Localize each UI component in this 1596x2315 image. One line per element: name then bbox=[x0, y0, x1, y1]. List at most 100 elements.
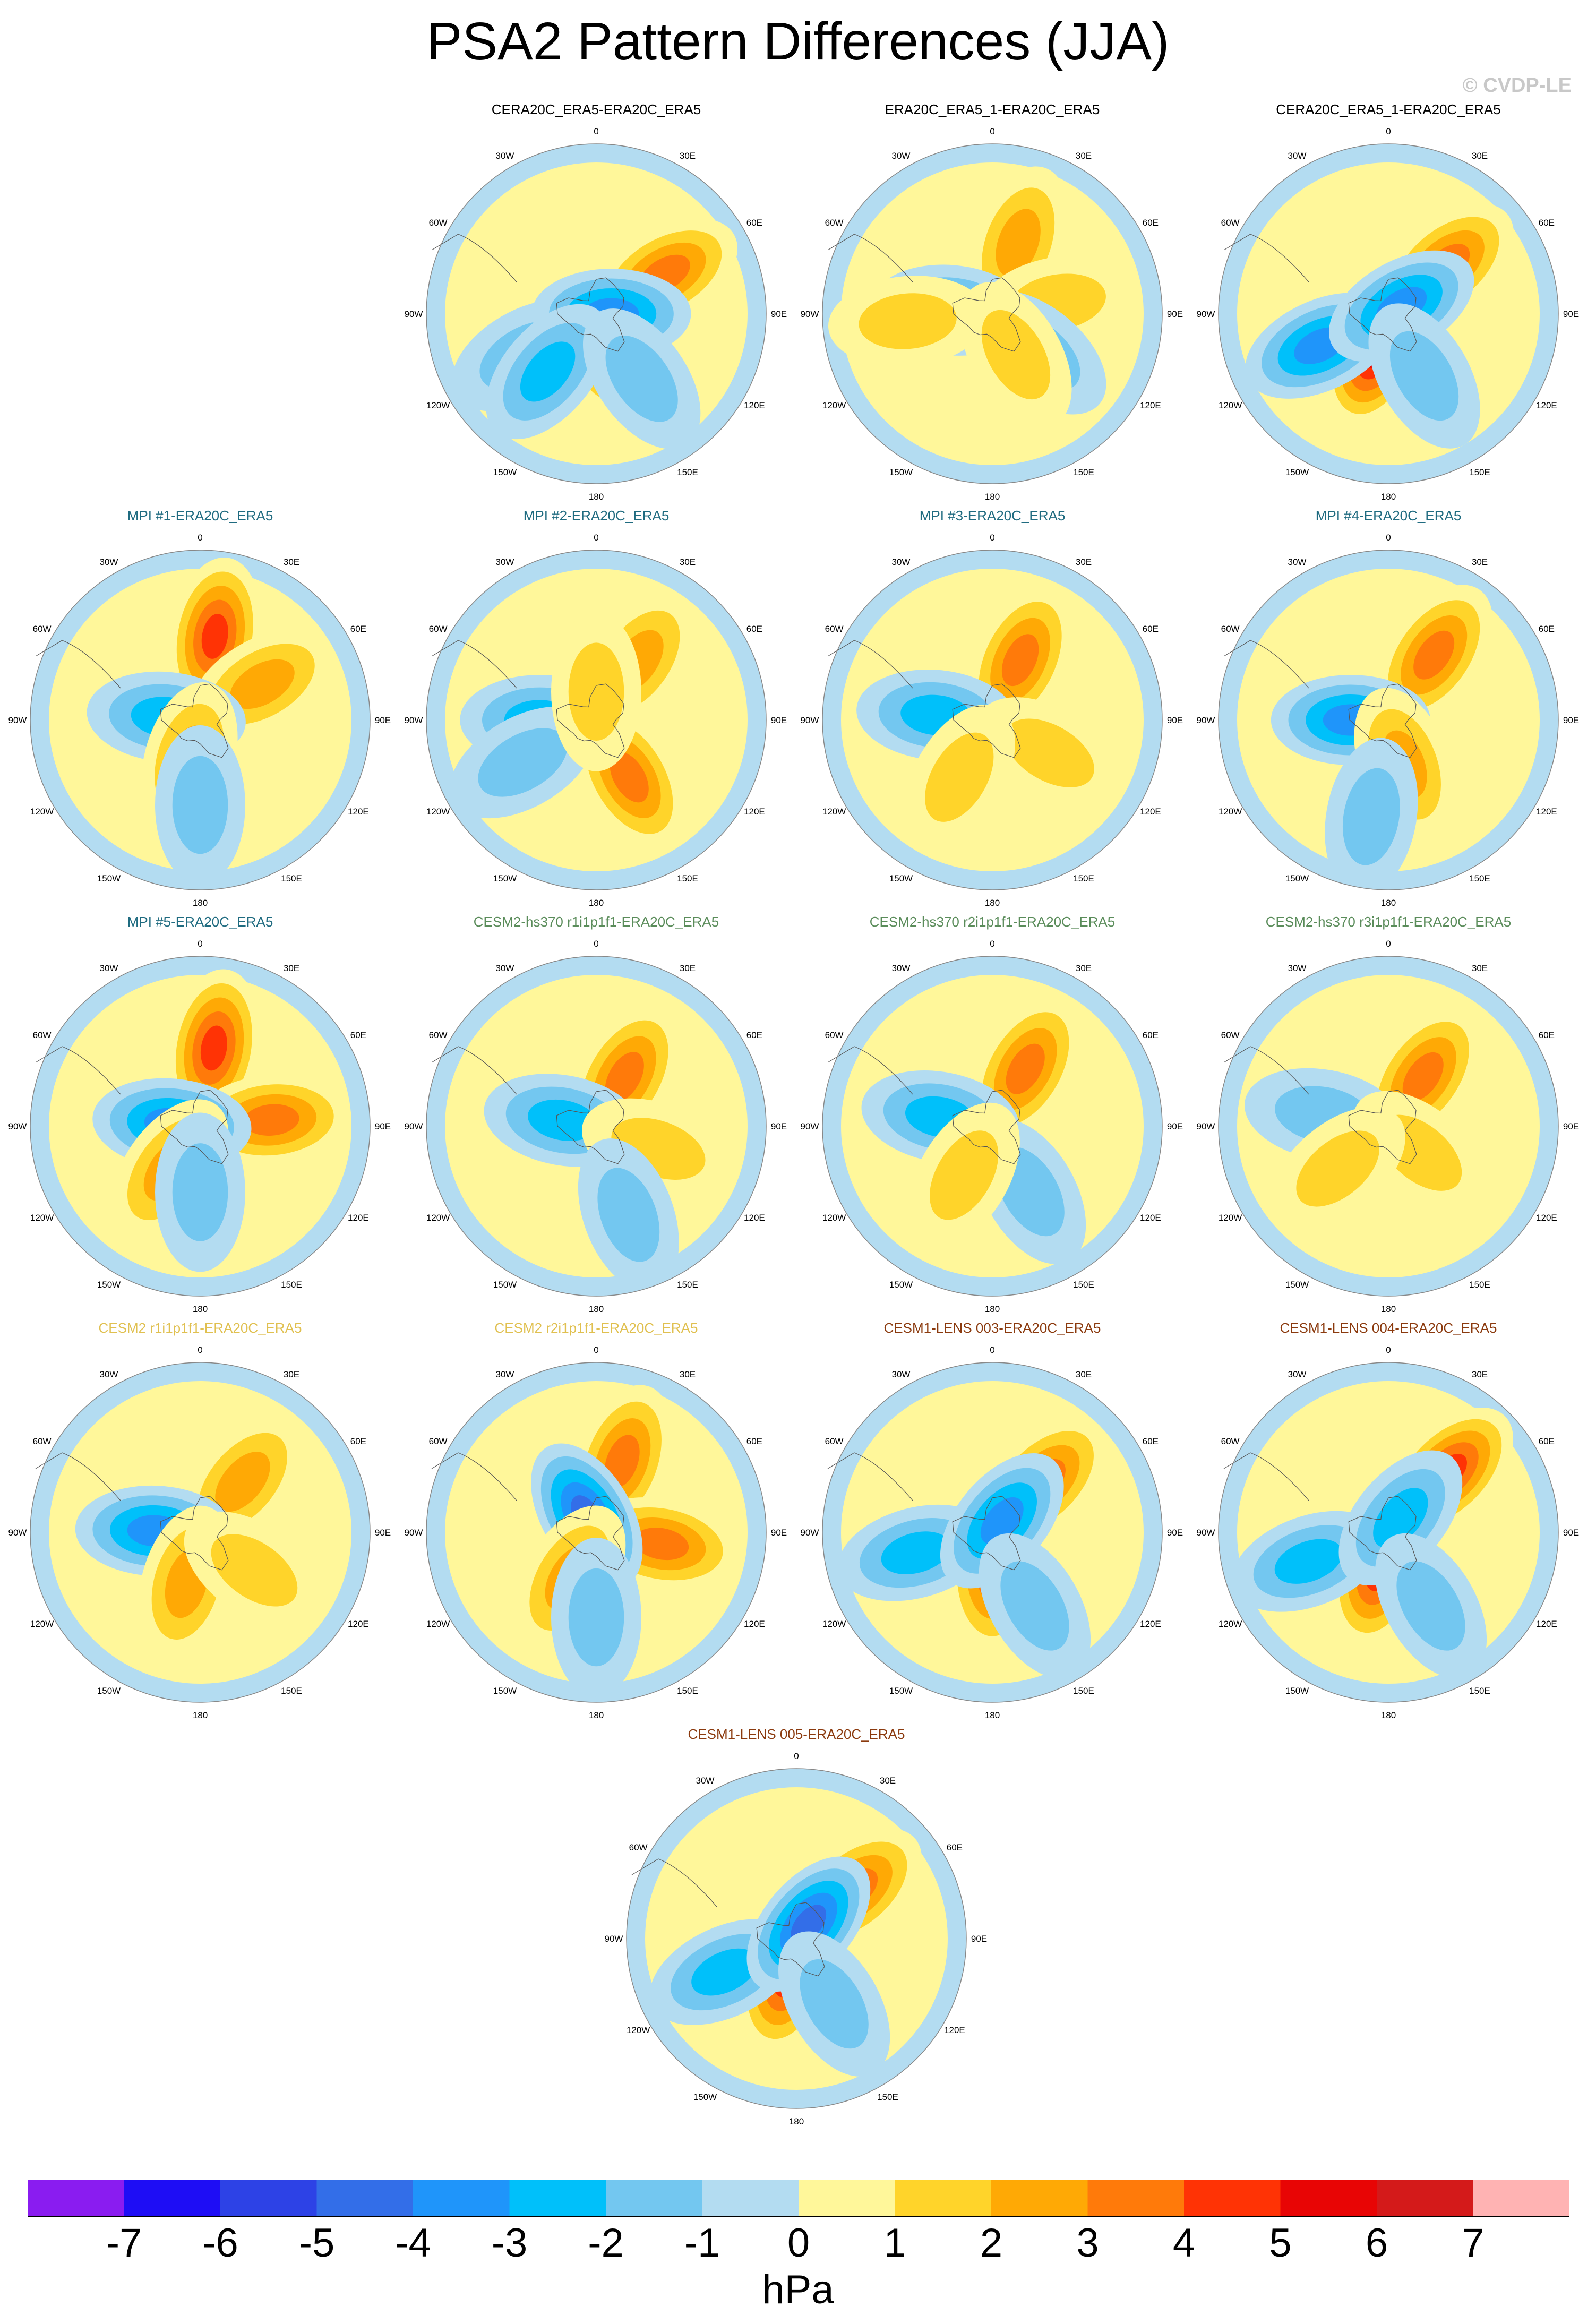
south-america-coastline bbox=[431, 234, 517, 282]
map-border bbox=[30, 550, 371, 890]
south-america-coastline bbox=[1223, 1452, 1309, 1501]
longitude-label: 150E bbox=[281, 873, 302, 884]
polar-map: 0 30E 60E 90E 120E 150E 180 150W 120W 90W 60W 30W bbox=[405, 939, 787, 1314]
longitude-label: 0 bbox=[594, 533, 598, 543]
colorbar-tick-label: -6 bbox=[202, 2220, 238, 2266]
antarctica-coastline bbox=[556, 1496, 625, 1571]
map-panel: MPI #5-ERA20C_ERA5 0 30E 60E 90E 120E 150E 180 1… bbox=[8, 913, 392, 1317]
longitude-label: 90E bbox=[1563, 309, 1579, 319]
longitude-label: 90E bbox=[1167, 1528, 1183, 1538]
longitude-label: 120W bbox=[1219, 1213, 1242, 1223]
longitude-label: 120E bbox=[1140, 400, 1161, 410]
map-border bbox=[1218, 956, 1559, 1297]
map-border bbox=[426, 143, 767, 484]
longitude-label: 60W bbox=[1221, 624, 1240, 634]
longitude-label: 120W bbox=[30, 807, 54, 817]
antarctica-coastline bbox=[1348, 277, 1417, 352]
longitude-label: 150E bbox=[1073, 467, 1094, 477]
south-america-coastline bbox=[1223, 234, 1309, 282]
longitude-label: 30E bbox=[680, 151, 696, 161]
antarctica-coastline bbox=[160, 1090, 229, 1164]
longitude-label: 60E bbox=[746, 1436, 762, 1446]
panel-title: MPI #2-ERA20C_ERA5 bbox=[523, 508, 670, 524]
longitude-label: 150W bbox=[493, 1686, 517, 1696]
longitude-label: 180 bbox=[193, 1710, 208, 1720]
anomaly-contour bbox=[568, 642, 624, 741]
longitude-label: 120W bbox=[822, 1619, 846, 1629]
longitude-label: 120E bbox=[348, 1619, 369, 1629]
panel-title: CESM2 r2i1p1f1-ERA20C_ERA5 bbox=[494, 1320, 698, 1336]
longitude-label: 30W bbox=[496, 963, 514, 973]
colorbar bbox=[28, 2180, 1569, 2217]
polar-map: 0 30E 60E 90E 120E 150E 180 150W 120W 90W 60W 30W bbox=[801, 939, 1183, 1314]
longitude-label: 30W bbox=[496, 151, 514, 161]
longitude-label: 30E bbox=[1472, 1369, 1488, 1379]
longitude-label: 120W bbox=[426, 807, 450, 817]
anomaly-contour bbox=[996, 209, 1041, 277]
longitude-label: 150W bbox=[693, 2092, 717, 2102]
longitude-label: 90W bbox=[1197, 1121, 1215, 1131]
longitude-label: 30E bbox=[284, 963, 299, 973]
polar-map: 0 30E 60E 90E 120E 150E 180 150W 120W 90W 60W 30W bbox=[8, 1345, 391, 1720]
colorbar-swatch bbox=[1184, 2180, 1281, 2217]
anomaly-contour bbox=[980, 1497, 1024, 1545]
anomaly-contour bbox=[1373, 1488, 1428, 1548]
longitude-label: 150E bbox=[1469, 467, 1490, 477]
longitude-label: 150W bbox=[97, 873, 121, 884]
longitude-label: 60W bbox=[33, 1436, 52, 1446]
longitude-label: 30W bbox=[892, 963, 911, 973]
colorbar-swatch bbox=[1087, 2180, 1185, 2217]
anomaly-contour bbox=[605, 1052, 644, 1103]
colorbar-border bbox=[28, 2180, 1569, 2217]
longitude-label: 0 bbox=[1386, 939, 1391, 949]
polar-map: 0 30E 60E 90E 120E 150E 180 150W 120W 90W 60W 30W bbox=[801, 1345, 1183, 1720]
longitude-label: 30E bbox=[1076, 151, 1092, 161]
longitude-label: 150W bbox=[1285, 467, 1309, 477]
longitude-label: 60W bbox=[33, 624, 52, 634]
longitude-label: 0 bbox=[1386, 126, 1391, 136]
longitude-label: 120E bbox=[744, 1213, 765, 1223]
anomaly-contour bbox=[215, 1452, 270, 1512]
longitude-label: 180 bbox=[985, 898, 1000, 908]
colorbar-swatch bbox=[1280, 2180, 1377, 2217]
longitude-label: 150E bbox=[677, 873, 698, 884]
longitude-label: 150W bbox=[97, 1686, 121, 1696]
longitude-label: 120E bbox=[744, 807, 765, 817]
longitude-label: 180 bbox=[789, 2116, 804, 2127]
colorbar-tick-label: 2 bbox=[980, 2220, 1003, 2266]
longitude-label: 30W bbox=[892, 151, 911, 161]
south-america-coastline bbox=[1223, 640, 1309, 689]
longitude-label: 60W bbox=[429, 1030, 448, 1040]
polar-map: 0 30E 60E 90E 120E 150E 180 150W 120W 90W 60W 30W bbox=[1197, 939, 1579, 1314]
anomaly-contour bbox=[1005, 718, 1094, 787]
anomaly-contour bbox=[605, 335, 678, 422]
longitude-label: 0 bbox=[990, 533, 994, 543]
panel-title: CESM2 r1i1p1f1-ERA20C_ERA5 bbox=[98, 1320, 302, 1336]
longitude-label: 0 bbox=[1386, 1345, 1391, 1355]
map-border bbox=[426, 1362, 767, 1703]
longitude-label: 60E bbox=[1143, 624, 1159, 634]
longitude-label: 30E bbox=[880, 1776, 896, 1786]
polar-map: 0 30E 60E 90E 120E 150E 180 150W 120W 90W 60W 30W bbox=[801, 533, 1183, 908]
longitude-label: 0 bbox=[198, 939, 202, 949]
map-border bbox=[822, 143, 1163, 484]
longitude-label: 150W bbox=[889, 1686, 913, 1696]
longitude-label: 120E bbox=[1536, 807, 1557, 817]
polar-map: 0 30E 60E 90E 120E 150E 180 150W 120W 90W 60W 30W bbox=[8, 939, 391, 1314]
panel-title: CERA20C_ERA5-ERA20C_ERA5 bbox=[491, 101, 701, 117]
anomaly-contour bbox=[172, 1143, 228, 1241]
longitude-label: 60E bbox=[1539, 1436, 1555, 1446]
antarctica-coastline bbox=[952, 277, 1021, 352]
colorbar-swatch bbox=[606, 2180, 702, 2217]
polar-map: 0 30E 60E 90E 120E 150E 180 150W 120W 90W 60W 30W bbox=[405, 533, 787, 908]
longitude-label: 30E bbox=[680, 557, 696, 567]
longitude-label: 180 bbox=[1381, 1304, 1396, 1314]
longitude-label: 180 bbox=[1381, 1710, 1396, 1720]
anomaly-contour bbox=[201, 614, 228, 659]
longitude-label: 150E bbox=[1469, 1686, 1490, 1696]
anomaly-contour bbox=[200, 1025, 227, 1071]
longitude-label: 90W bbox=[8, 1121, 27, 1131]
longitude-label: 120W bbox=[822, 400, 846, 410]
colorbar-swatch bbox=[1377, 2180, 1473, 2217]
longitude-label: 90E bbox=[375, 1121, 391, 1131]
